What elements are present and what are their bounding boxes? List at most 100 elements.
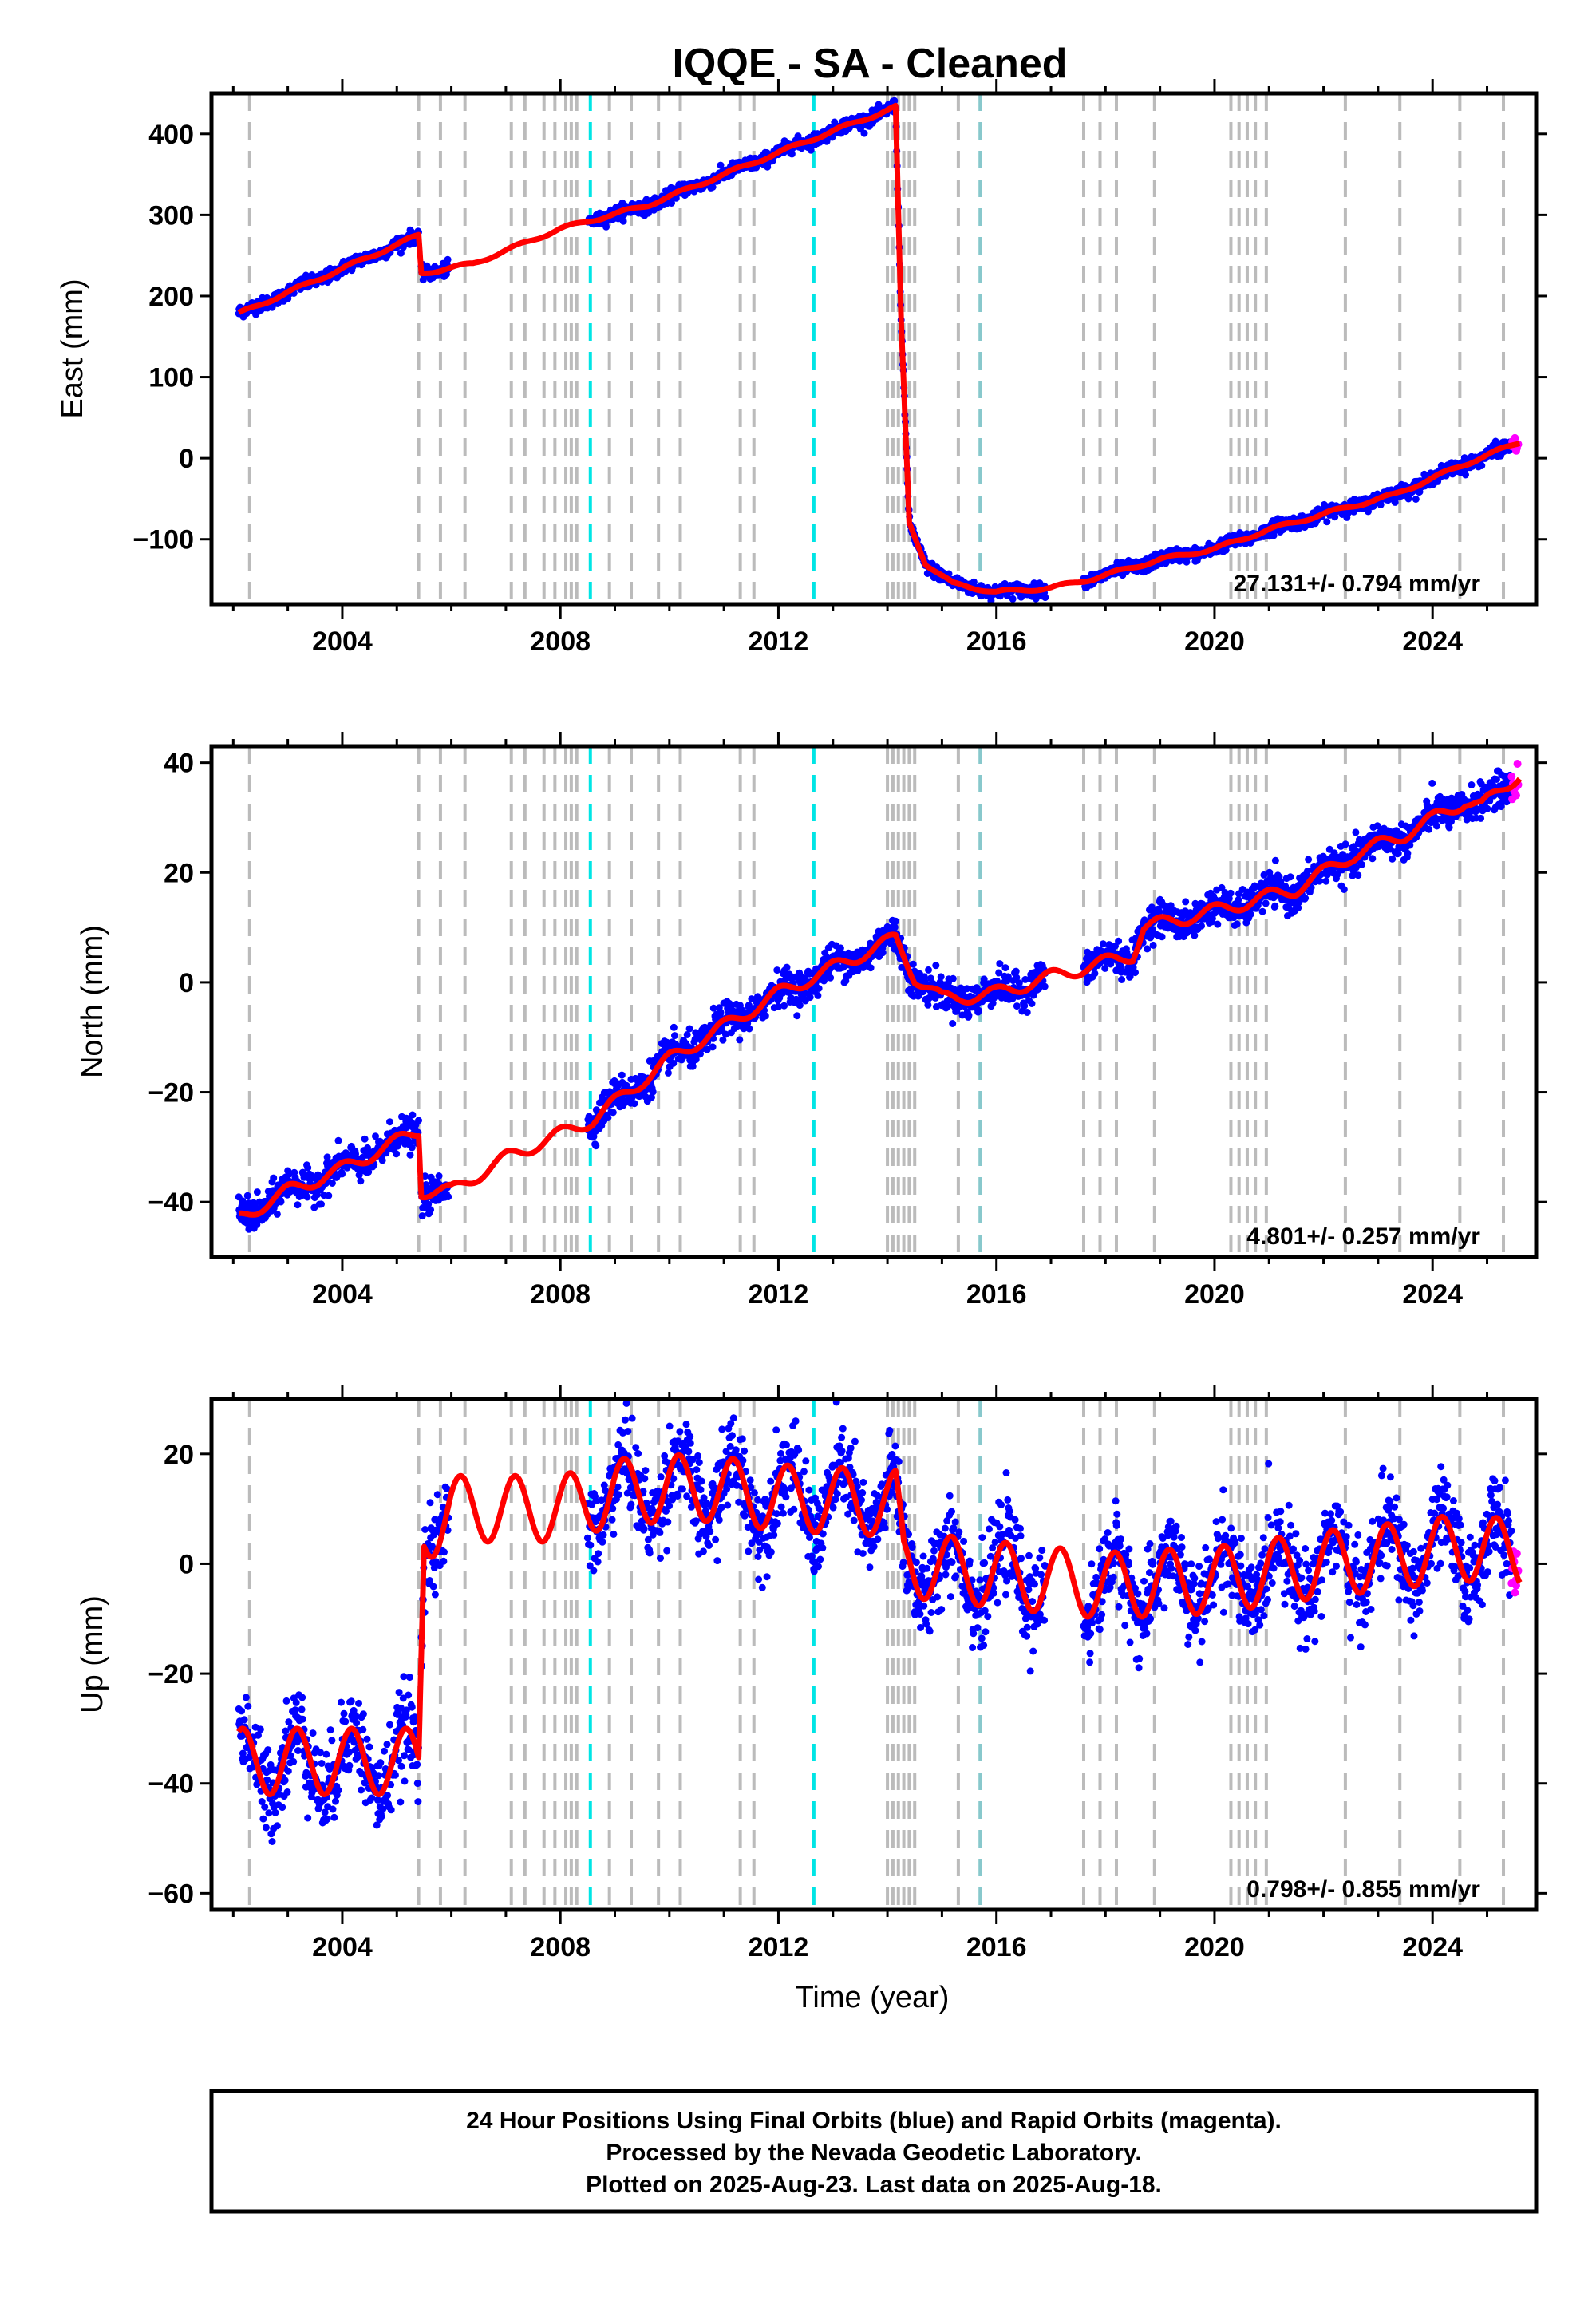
data-point (909, 960, 917, 968)
data-point (397, 249, 405, 257)
data-point (1246, 911, 1254, 919)
y-tick-label: 40 (164, 749, 194, 779)
data-point (879, 949, 887, 957)
data-point (357, 1177, 365, 1185)
data-point (867, 964, 875, 972)
data-point (618, 1071, 626, 1079)
x-tick-label: 2024 (1402, 1279, 1463, 1310)
data-point (949, 974, 957, 982)
data-point (1322, 877, 1330, 885)
data-point (1478, 462, 1486, 469)
x-tick-label: 2016 (966, 626, 1027, 657)
data-point (630, 1100, 638, 1108)
data-point (970, 578, 978, 586)
data-point (685, 1025, 693, 1033)
data-point (974, 1006, 982, 1014)
y-tick-label: 0 (179, 444, 194, 474)
data-point (1041, 594, 1049, 602)
y-tick-label: −100 (132, 525, 194, 555)
x-tick-label: 2008 (530, 1279, 591, 1310)
data-point (602, 223, 610, 231)
data-point (1271, 856, 1279, 864)
data-point (1302, 895, 1310, 902)
y-tick-label: −40 (148, 1188, 194, 1218)
data-point (325, 1192, 333, 1199)
data-point (932, 962, 940, 970)
chart-title: IQQE - SA - Cleaned (672, 41, 1067, 87)
data-point (1012, 967, 1020, 975)
data-point (1091, 970, 1099, 978)
data-point (1369, 855, 1377, 863)
data-point (1191, 931, 1199, 939)
x-tick-label: 2024 (1402, 626, 1463, 657)
data-point (1001, 964, 1009, 972)
data-point (717, 1008, 725, 1016)
data-point (709, 1043, 717, 1051)
data-point (303, 1193, 311, 1201)
data-point (1286, 873, 1294, 881)
y-axis-label: North (mm) (76, 925, 109, 1078)
data-point (1214, 920, 1222, 928)
data-point (1462, 471, 1469, 479)
plot-area (235, 93, 1523, 604)
data-point (338, 1170, 346, 1178)
data-point (294, 1201, 302, 1209)
x-tick-label: 2020 (1184, 626, 1245, 657)
y-tick-label: 0 (179, 968, 194, 998)
data-point (815, 985, 823, 992)
y-tick-label: 200 (148, 282, 194, 312)
data-point (1445, 824, 1453, 832)
data-point (1132, 969, 1139, 977)
data-point (1144, 945, 1152, 953)
data-point (780, 1002, 788, 1010)
data-point (619, 217, 627, 225)
data-point (709, 184, 717, 191)
data-point (1483, 804, 1491, 812)
data-point (361, 1135, 369, 1143)
data-point (1354, 871, 1362, 879)
data-point (393, 1150, 401, 1158)
data-point (1412, 496, 1420, 503)
data-point (891, 923, 899, 931)
data-point (1323, 518, 1331, 526)
data-point (378, 1156, 386, 1164)
data-point (1340, 886, 1348, 893)
data-point (1357, 860, 1365, 868)
data-point (670, 1023, 678, 1031)
rapid-point (1513, 760, 1522, 768)
data-point (783, 963, 791, 971)
y-tick-label: 300 (148, 200, 194, 231)
data-point (788, 150, 796, 158)
data-point (435, 1172, 443, 1180)
data-point (1316, 877, 1324, 885)
plot-area (235, 746, 1523, 1257)
y-tick-label: 100 (148, 363, 194, 393)
data-point (925, 966, 932, 974)
data-point (1428, 779, 1436, 787)
data-point (1352, 828, 1360, 836)
data-point (827, 974, 835, 982)
data-point (689, 1062, 697, 1070)
data-point (409, 1111, 417, 1119)
data-point (761, 1012, 769, 1020)
data-point (418, 1212, 426, 1220)
data-point (1389, 855, 1396, 863)
data-point (1233, 920, 1241, 928)
data-point (1433, 822, 1440, 830)
x-tick-label: 2012 (749, 1279, 809, 1310)
y-axis-label: East (mm) (56, 279, 89, 418)
x-tick-label: 2020 (1184, 1279, 1245, 1310)
x-tick-label: 2008 (530, 626, 591, 657)
rapid-point (1512, 791, 1520, 800)
data-point (318, 1200, 325, 1208)
data-point (304, 1164, 312, 1172)
data-point (937, 973, 945, 981)
data-point (415, 1117, 422, 1124)
data-point (1227, 889, 1235, 897)
rate-label: 27.131+/- 0.794 mm/yr (1234, 571, 1481, 597)
data-point (1118, 976, 1126, 983)
